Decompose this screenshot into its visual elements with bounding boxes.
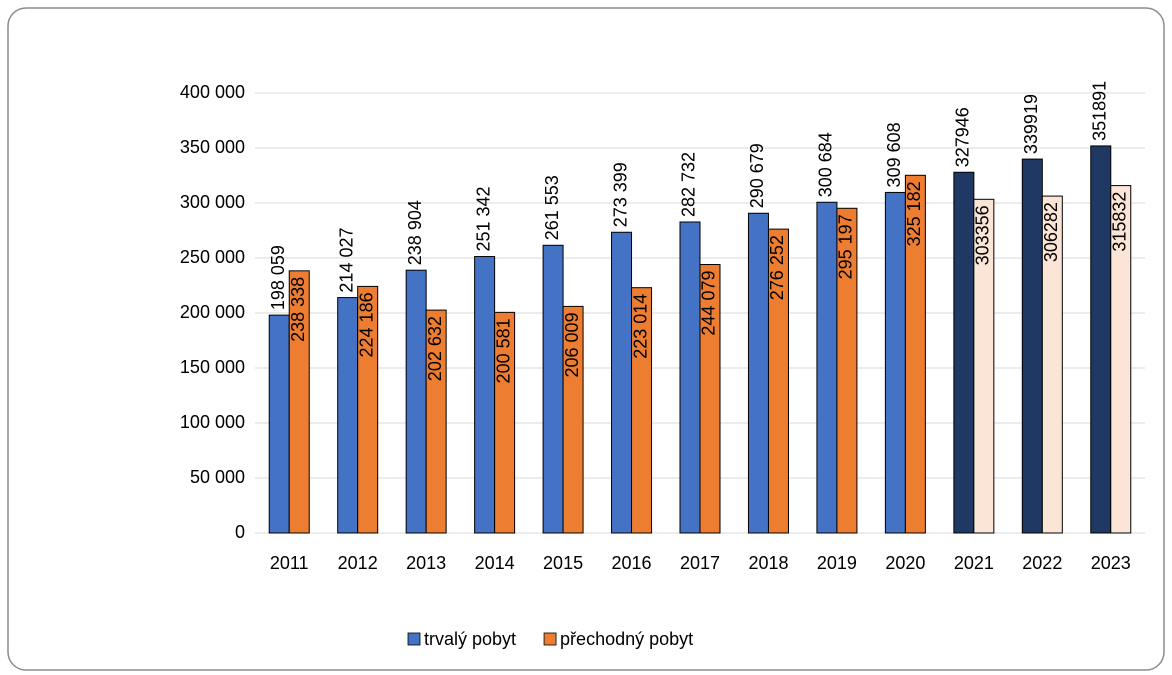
data-label: 282 732 <box>679 152 699 217</box>
data-label: 238 904 <box>405 200 425 265</box>
bar <box>836 207 858 534</box>
y-tick-label: 300 000 <box>180 192 245 212</box>
x-tick-label: 2012 <box>338 553 378 573</box>
bar <box>337 297 359 534</box>
data-label: 224 186 <box>356 292 376 357</box>
y-tick-label: 100 000 <box>180 412 245 432</box>
bar <box>1090 145 1112 534</box>
x-tick-label: 2018 <box>748 553 788 573</box>
data-label: 295 197 <box>836 214 856 279</box>
bar <box>425 309 447 534</box>
bar <box>1110 185 1132 534</box>
bar <box>542 244 564 534</box>
data-label: 306282 <box>1041 202 1061 262</box>
x-tick-label: 2016 <box>612 553 652 573</box>
bar <box>816 201 838 534</box>
y-tick-label: 0 <box>235 522 245 542</box>
bar <box>357 285 379 534</box>
data-label: 261 553 <box>542 175 562 240</box>
bar <box>747 212 769 534</box>
data-label: 339919 <box>1021 94 1041 154</box>
x-tick-label: 2023 <box>1091 553 1131 573</box>
data-label: 300 684 <box>816 132 836 197</box>
bar <box>904 174 926 534</box>
bar <box>767 228 789 534</box>
bar <box>1041 195 1063 534</box>
bar <box>953 171 975 534</box>
x-tick-label: 2022 <box>1022 553 1062 573</box>
data-label: 251 342 <box>473 186 493 251</box>
bar <box>973 198 995 534</box>
data-label: 327946 <box>953 107 973 167</box>
x-tick-label: 2013 <box>406 553 446 573</box>
bar <box>1021 158 1043 534</box>
y-tick-label: 150 000 <box>180 357 245 377</box>
y-tick-label: 400 000 <box>180 82 245 102</box>
data-label: 290 679 <box>747 143 767 208</box>
data-label: 200 581 <box>493 318 513 383</box>
x-tick-label: 2021 <box>954 553 994 573</box>
bar <box>288 270 310 534</box>
data-label: 325 182 <box>904 181 924 246</box>
y-tick-label: 350 000 <box>180 137 245 157</box>
legend-swatch <box>407 632 421 646</box>
bar <box>405 269 427 534</box>
data-label: 214 027 <box>336 227 356 292</box>
x-tick-label: 2017 <box>680 553 720 573</box>
data-label: 276 252 <box>767 235 787 300</box>
data-label: 202 632 <box>425 316 445 381</box>
bar <box>631 287 653 534</box>
bar <box>562 305 584 534</box>
x-tick-label: 2019 <box>817 553 857 573</box>
bar <box>494 311 516 534</box>
bar <box>884 191 906 534</box>
bar <box>611 231 633 534</box>
data-label: 206 009 <box>562 312 582 377</box>
data-label: 303356 <box>973 205 993 265</box>
legend-label: trvalý pobyt <box>424 629 516 649</box>
data-label: 351891 <box>1090 81 1110 141</box>
data-label: 309 608 <box>884 122 904 187</box>
x-tick-label: 2015 <box>543 553 583 573</box>
x-tick-label: 2020 <box>885 553 925 573</box>
data-label: 244 079 <box>699 271 719 336</box>
data-label: 238 338 <box>288 277 308 342</box>
data-label: 315832 <box>1110 192 1130 252</box>
data-label: 198 059 <box>268 245 288 310</box>
y-tick-label: 50 000 <box>190 467 245 487</box>
bar <box>474 256 496 534</box>
bar <box>699 264 721 534</box>
bar <box>679 221 701 534</box>
y-tick-label: 250 000 <box>180 247 245 267</box>
y-tick-label: 200 000 <box>180 302 245 322</box>
x-tick-label: 2014 <box>475 553 515 573</box>
x-tick-label: 2011 <box>270 553 309 573</box>
bar <box>268 314 290 534</box>
legend-swatch <box>543 632 557 646</box>
legend-label: přechodný pobyt <box>560 629 693 649</box>
data-label: 223 014 <box>630 294 650 359</box>
data-label: 273 399 <box>610 162 630 227</box>
